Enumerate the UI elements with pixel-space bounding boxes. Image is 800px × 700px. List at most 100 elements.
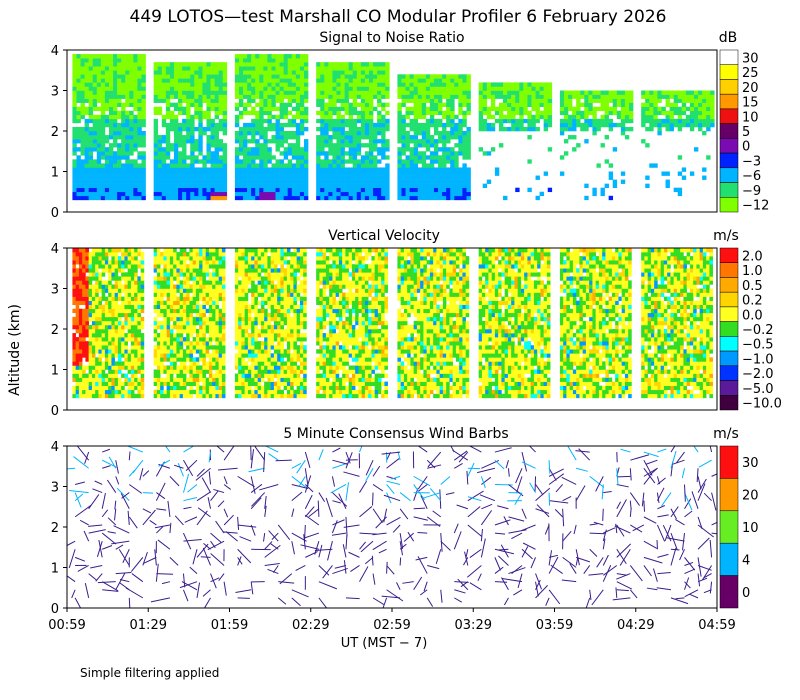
vv-cell xyxy=(124,308,128,314)
vv-cell xyxy=(169,264,174,269)
vv-cell xyxy=(218,369,223,374)
snr-cell xyxy=(153,195,159,201)
snr-cell xyxy=(543,110,549,116)
vv-cell xyxy=(179,304,184,310)
vv-cell xyxy=(176,300,180,305)
vv-cell xyxy=(199,333,203,338)
snr-cell xyxy=(113,135,118,140)
vv-cell xyxy=(91,260,96,265)
snr-cell xyxy=(442,175,447,180)
snr-cell xyxy=(328,167,333,172)
snr-cell xyxy=(259,159,264,164)
vv-cell xyxy=(111,381,115,386)
snr-cell xyxy=(283,131,289,136)
snr-cell xyxy=(454,78,459,83)
snr-cell xyxy=(104,179,110,184)
vv-cell xyxy=(137,365,141,370)
snr-cell xyxy=(295,62,301,67)
snr-cell xyxy=(421,155,427,160)
vv-cell xyxy=(169,260,174,265)
snr-cell xyxy=(356,135,362,140)
snr-cell xyxy=(519,110,524,116)
snr-cell xyxy=(125,114,130,120)
snr-cell xyxy=(117,86,122,91)
snr-cell xyxy=(377,98,382,103)
snr-cell xyxy=(165,187,171,193)
snr-cell xyxy=(76,78,81,83)
snr-cell xyxy=(433,110,439,116)
snr-cell xyxy=(405,155,410,160)
vv-cell xyxy=(169,284,174,289)
vv-cell xyxy=(186,389,190,395)
vv-cell xyxy=(221,365,226,370)
snr-cell xyxy=(222,175,228,180)
vv-cell xyxy=(218,268,223,273)
vv-cell xyxy=(137,312,141,318)
snr-cell xyxy=(320,163,325,168)
vv-cell xyxy=(124,381,128,386)
vv-cell xyxy=(95,300,99,305)
vv-cell xyxy=(108,292,112,297)
vv-cell xyxy=(192,304,197,310)
snr-cell xyxy=(413,122,419,128)
snr-cell xyxy=(206,82,211,87)
snr-cell xyxy=(454,86,459,91)
snr-cell xyxy=(129,78,134,83)
snr-cell xyxy=(340,114,345,120)
vv-cell xyxy=(202,329,206,334)
snr-cell xyxy=(604,98,609,103)
snr-cell xyxy=(141,58,146,63)
snr-cell xyxy=(129,163,134,168)
snr-cell xyxy=(320,159,325,164)
snr-cell xyxy=(161,179,167,184)
snr-cell xyxy=(210,94,215,99)
snr-cell xyxy=(113,167,118,172)
snr-cell xyxy=(121,135,126,140)
snr-cell xyxy=(450,175,455,180)
vv-cell xyxy=(182,316,187,322)
snr-cell xyxy=(92,106,98,112)
vv-cell xyxy=(189,248,193,253)
vv-cell xyxy=(101,272,106,277)
snr-cell xyxy=(222,163,228,168)
snr-cell xyxy=(153,122,159,128)
snr-cell xyxy=(360,114,366,120)
vv-cell xyxy=(134,385,138,391)
snr-cell xyxy=(559,122,565,128)
snr-cell xyxy=(104,78,110,83)
snr-cell xyxy=(332,102,337,107)
snr-cell xyxy=(251,187,256,193)
snr-cell xyxy=(72,183,77,188)
snr-cell xyxy=(336,122,341,128)
snr-cell xyxy=(385,183,390,188)
vv-cell xyxy=(195,345,200,350)
snr-cell xyxy=(113,195,118,201)
vv-cell xyxy=(124,296,128,301)
snr-cell xyxy=(100,74,106,79)
snr-cell xyxy=(584,102,589,107)
vv-cell xyxy=(95,324,99,330)
snr-cell xyxy=(324,167,329,172)
vv-cell xyxy=(202,393,206,399)
snr-cell xyxy=(368,147,374,152)
snr-cell xyxy=(88,82,94,87)
snr-cell xyxy=(255,102,260,107)
snr-cell xyxy=(153,135,159,140)
snr-cell xyxy=(157,90,163,95)
snr-cell xyxy=(251,78,256,83)
snr-cell xyxy=(251,159,256,164)
snr-cell xyxy=(466,110,471,116)
vv-cell xyxy=(75,316,80,322)
vv-cell xyxy=(91,292,96,297)
colorbar-label: −12 xyxy=(742,199,769,214)
snr-cell xyxy=(299,151,305,156)
snr-cell xyxy=(344,159,349,164)
snr-cell xyxy=(299,167,305,172)
snr-cell xyxy=(299,106,305,112)
snr-cell xyxy=(117,78,122,83)
vv-cell xyxy=(117,256,122,261)
snr-cell xyxy=(100,167,106,172)
vv-cell xyxy=(111,365,115,370)
snr-cell xyxy=(247,66,252,71)
